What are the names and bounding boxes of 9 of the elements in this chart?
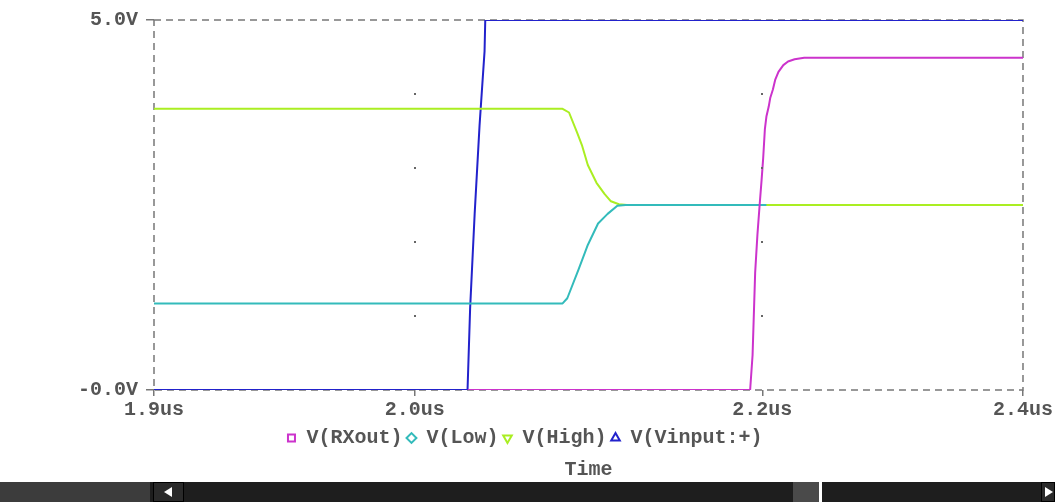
x-tick-label: 2.0us xyxy=(384,398,445,422)
x-axis-title: Time xyxy=(564,458,613,482)
x-tick-label: 2.2us xyxy=(732,398,793,422)
legend-label: V(Vinput:+) xyxy=(630,426,763,450)
legend-label: V(High) xyxy=(522,426,607,450)
x-tick-label: 2.4us xyxy=(992,398,1053,422)
y-tick-label: 5.0V xyxy=(89,8,138,32)
legend-label: V(RXout) xyxy=(306,426,403,450)
legend-label: V(Low) xyxy=(426,426,499,450)
